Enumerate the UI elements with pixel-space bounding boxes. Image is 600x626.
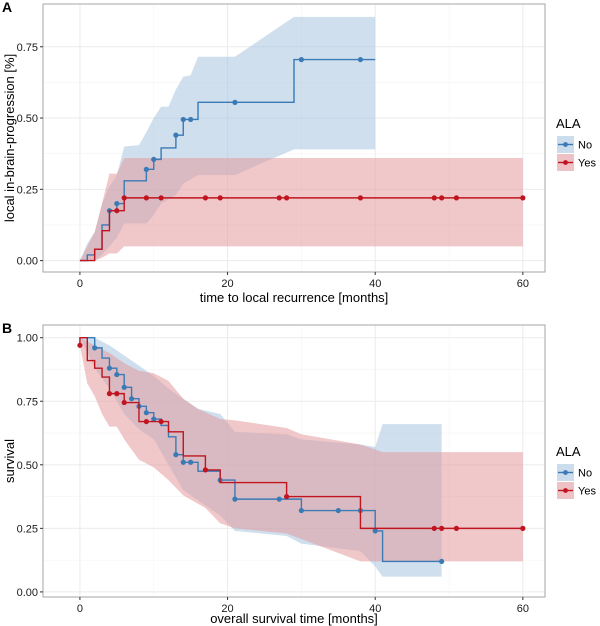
censor-point-no bbox=[276, 496, 282, 502]
censor-point-no bbox=[151, 416, 157, 422]
y-axis-title: local in-brain-progression [%] bbox=[2, 54, 17, 222]
censor-point-yes bbox=[284, 195, 290, 201]
y-tick-label: 0.75 bbox=[17, 396, 38, 408]
confidence-band-yes bbox=[79, 337, 523, 562]
y-axis-title: survival bbox=[2, 439, 17, 483]
censor-point-yes bbox=[106, 391, 113, 397]
censor-point-no bbox=[180, 459, 186, 465]
censor-point-yes bbox=[431, 195, 437, 201]
censor-point-yes bbox=[453, 525, 460, 531]
x-tick-label: 20 bbox=[221, 603, 233, 615]
step-line-yes bbox=[79, 197, 523, 262]
panel-letter: A bbox=[2, 0, 12, 15]
y-tick-label: 0.50 bbox=[17, 460, 38, 472]
censor-point-yes bbox=[284, 493, 290, 500]
x-tick-label: 60 bbox=[517, 278, 529, 290]
legend-label-no: No bbox=[578, 468, 592, 480]
legend-key-point bbox=[563, 470, 568, 475]
censor-point-no bbox=[372, 528, 378, 534]
legend-label-yes: Yes bbox=[578, 486, 596, 498]
panel-border bbox=[42, 324, 546, 598]
censor-point-no bbox=[92, 345, 98, 351]
censor-point-yes bbox=[439, 195, 445, 201]
censor-point-yes bbox=[453, 195, 460, 201]
censor-point-no bbox=[232, 496, 238, 502]
panel-A: 0 20 40 60 0.00 0.25 0.50 0.75 time to local rec… bbox=[2, 0, 596, 305]
censor-point-yes bbox=[520, 195, 526, 201]
censor-point-yes bbox=[202, 467, 209, 473]
censor-point-no bbox=[232, 99, 238, 105]
censor-point-yes bbox=[77, 342, 83, 348]
legend-key-point bbox=[563, 142, 568, 147]
censor-point-yes bbox=[431, 525, 437, 531]
censor-point-yes bbox=[217, 195, 223, 201]
legend-key-point bbox=[563, 160, 568, 165]
censor-point-yes bbox=[114, 391, 120, 397]
x-axis-title: overall survival time [months] bbox=[210, 611, 378, 626]
legend: ALA No Yes bbox=[556, 444, 596, 499]
censor-point-no bbox=[298, 507, 304, 514]
censor-point-no bbox=[106, 365, 113, 371]
censor-point-no bbox=[188, 459, 194, 465]
censor-point-no bbox=[114, 200, 120, 207]
legend-title: ALA bbox=[556, 116, 581, 131]
y-tick-label: 1.00 bbox=[17, 333, 38, 345]
step-line-no bbox=[79, 337, 442, 563]
censor-point-no bbox=[335, 507, 341, 514]
x-axis-title: time to local recurrence [months] bbox=[200, 290, 389, 305]
panel-border bbox=[42, 3, 546, 273]
panel-B: 0 20 40 60 0.00 0.25 0.50 0.75 1.00 overall survi… bbox=[2, 320, 596, 626]
legend-key-point bbox=[563, 488, 568, 493]
censor-point-no bbox=[143, 166, 149, 172]
censor-point-no bbox=[173, 452, 179, 458]
x-tick-label: 20 bbox=[221, 278, 233, 290]
y-tick-label: 0.25 bbox=[17, 523, 38, 535]
censor-point-no bbox=[128, 396, 135, 402]
x-tick-label: 40 bbox=[369, 278, 381, 290]
censor-point-yes bbox=[158, 195, 164, 201]
panel-letter: B bbox=[2, 320, 12, 336]
y-tick-label: 0.00 bbox=[17, 256, 38, 268]
censor-point-no bbox=[439, 558, 445, 565]
censor-point-yes bbox=[121, 399, 127, 406]
y-tick-label: 0.00 bbox=[17, 587, 38, 599]
legend-title: ALA bbox=[556, 444, 581, 459]
censor-point-no bbox=[298, 56, 304, 63]
censor-point-no bbox=[180, 116, 186, 123]
censor-point-yes bbox=[114, 208, 120, 214]
x-tick-label: 60 bbox=[517, 603, 529, 615]
censor-point-no bbox=[173, 132, 179, 138]
y-tick-label: 0.25 bbox=[17, 184, 38, 196]
censor-point-no bbox=[114, 371, 120, 378]
censor-point-yes bbox=[158, 418, 164, 425]
confidence-band-yes bbox=[79, 157, 523, 261]
legend-label-no: No bbox=[578, 140, 592, 152]
censor-point-yes bbox=[276, 195, 282, 201]
censor-point-yes bbox=[121, 195, 127, 201]
censor-point-no bbox=[188, 116, 194, 123]
censor-point-yes bbox=[143, 418, 149, 425]
censor-point-yes bbox=[439, 525, 445, 531]
censor-point-no bbox=[357, 56, 364, 63]
legend-label-yes: Yes bbox=[578, 158, 596, 170]
censor-point-no bbox=[143, 410, 149, 416]
censor-point-yes bbox=[520, 525, 526, 531]
legend: ALA No Yes bbox=[556, 116, 596, 171]
x-tick-label: 40 bbox=[369, 603, 381, 615]
y-tick-label: 0.75 bbox=[17, 42, 38, 54]
x-tick-label: 0 bbox=[77, 603, 83, 615]
x-tick-label: 0 bbox=[77, 278, 83, 290]
censor-point-yes bbox=[143, 195, 149, 201]
censor-point-no bbox=[121, 384, 127, 390]
censor-point-yes bbox=[357, 195, 364, 201]
censor-point-yes bbox=[202, 195, 209, 201]
y-tick-label: 0.50 bbox=[17, 113, 38, 125]
censor-point-no bbox=[151, 156, 157, 162]
